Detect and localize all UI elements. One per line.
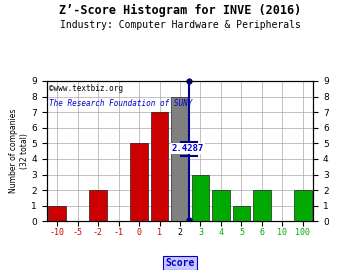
Bar — [151, 112, 168, 221]
Bar — [130, 143, 148, 221]
Bar — [233, 206, 250, 221]
Bar — [253, 190, 271, 221]
Text: Score: Score — [165, 258, 195, 268]
Text: Z’-Score Histogram for INVE (2016): Z’-Score Histogram for INVE (2016) — [59, 4, 301, 17]
Text: ©www.textbiz.org: ©www.textbiz.org — [49, 84, 123, 93]
Text: The Research Foundation of SUNY: The Research Foundation of SUNY — [49, 99, 193, 108]
Text: Industry: Computer Hardware & Peripherals: Industry: Computer Hardware & Peripheral… — [59, 20, 301, 30]
Bar — [192, 175, 209, 221]
Y-axis label: Number of companies
(32 total): Number of companies (32 total) — [9, 109, 28, 193]
Text: 2.4287: 2.4287 — [172, 144, 204, 153]
Bar — [48, 206, 66, 221]
Bar — [171, 97, 189, 221]
Bar — [294, 190, 312, 221]
Bar — [212, 190, 230, 221]
Bar — [89, 190, 107, 221]
